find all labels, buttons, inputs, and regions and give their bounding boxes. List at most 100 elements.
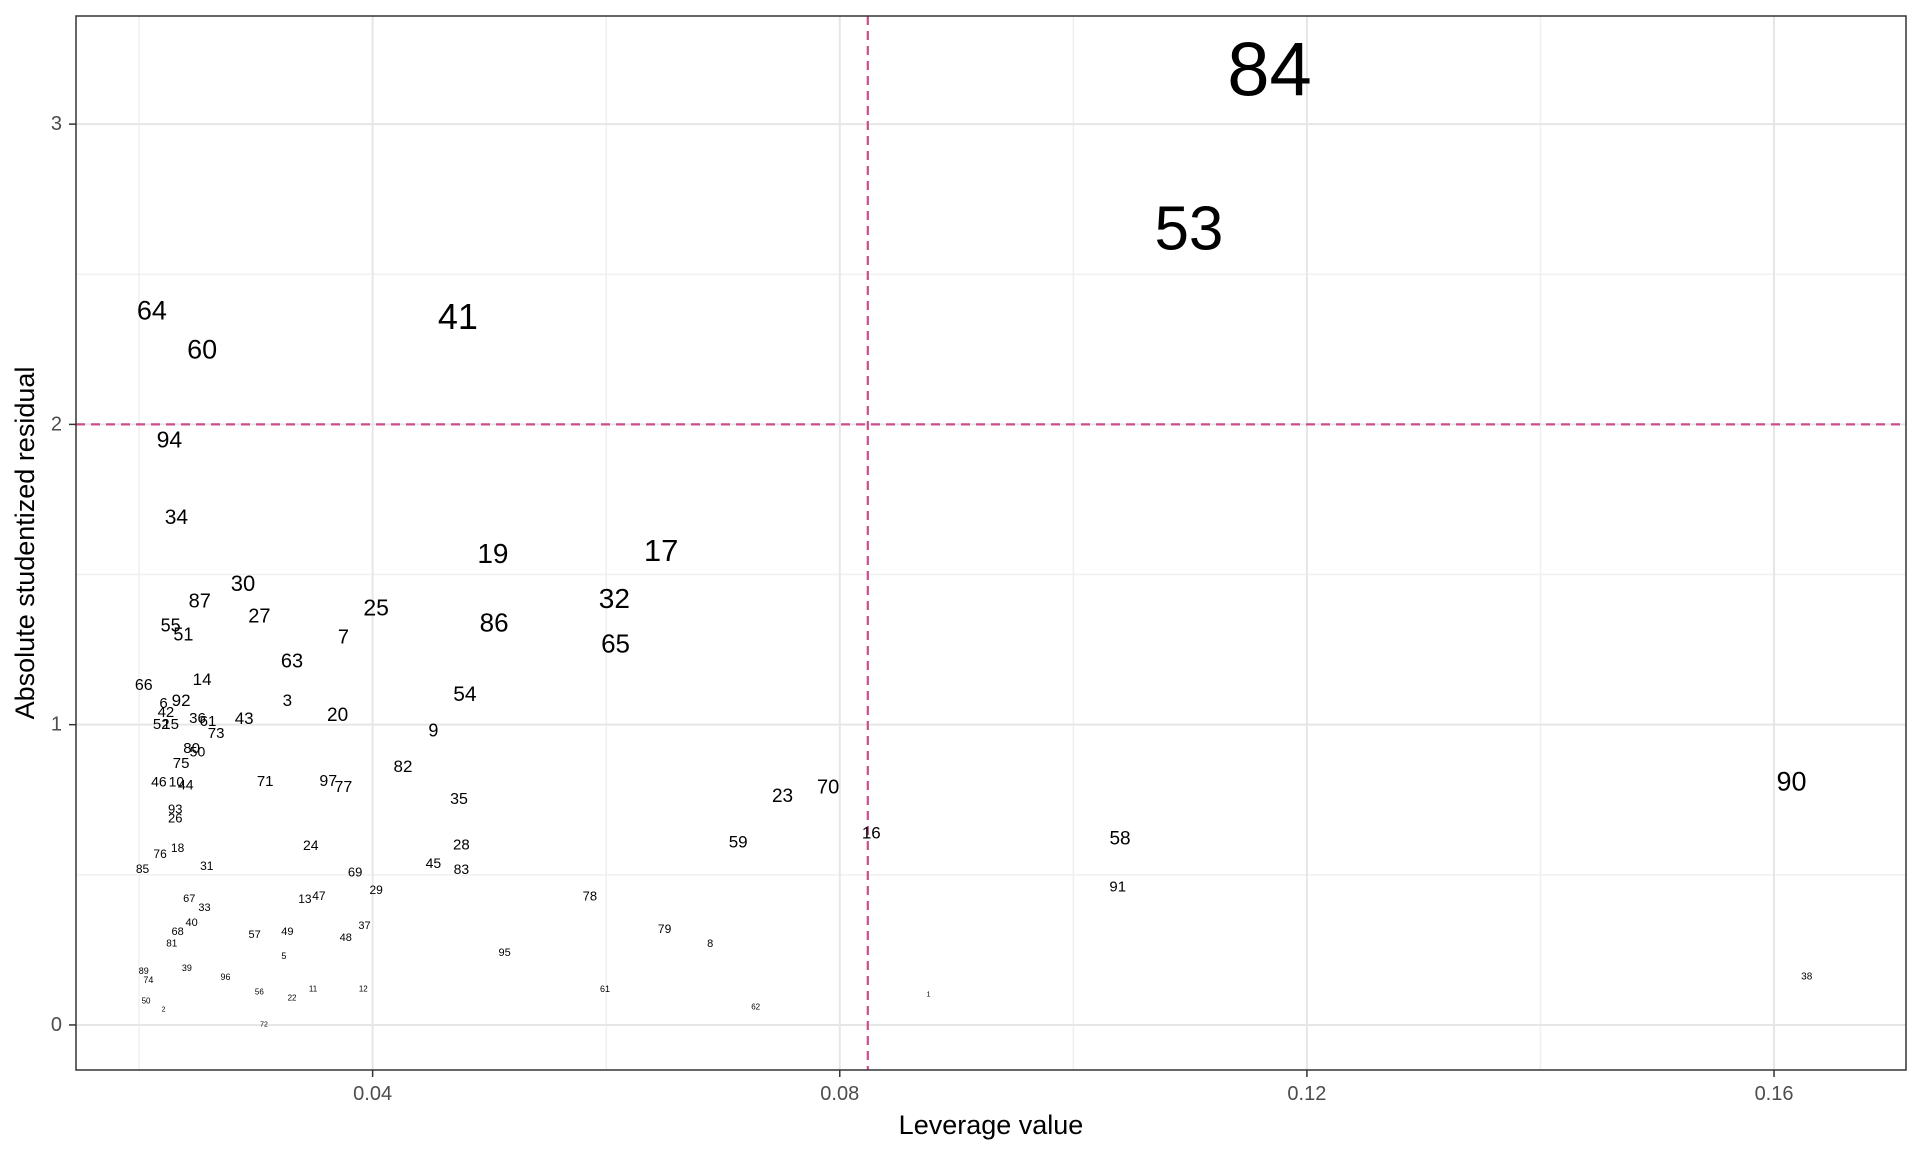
point-label-32: 32 bbox=[599, 583, 630, 614]
point-label-54: 54 bbox=[453, 683, 477, 706]
point-label-67: 67 bbox=[183, 893, 195, 905]
point-label-57: 57 bbox=[249, 929, 261, 941]
point-label-43: 43 bbox=[235, 709, 254, 728]
x-tick-label: 0.16 bbox=[1755, 1083, 1794, 1105]
point-label-74: 74 bbox=[143, 975, 153, 985]
y-axis-title: Absolute studentized residual bbox=[10, 367, 40, 720]
point-label-53: 53 bbox=[1154, 195, 1223, 264]
point-label-37: 37 bbox=[358, 920, 370, 932]
point-label-95: 95 bbox=[498, 947, 510, 959]
point-label-25: 25 bbox=[363, 595, 389, 621]
point-label-10: 10 bbox=[169, 774, 185, 790]
point-label-15: 15 bbox=[162, 716, 179, 733]
point-label-22: 22 bbox=[288, 993, 297, 1002]
x-tick-label: 0.04 bbox=[353, 1083, 392, 1105]
panel-border bbox=[75, 15, 1907, 1071]
point-label-46: 46 bbox=[151, 774, 167, 790]
point-label-49: 49 bbox=[281, 926, 293, 938]
point-label-18: 18 bbox=[171, 841, 185, 855]
point-label-45: 45 bbox=[426, 855, 442, 871]
point-label-28: 28 bbox=[453, 836, 470, 853]
y-axis-ticks: 0 1 2 3 bbox=[51, 113, 76, 1036]
point-label-64: 64 bbox=[137, 295, 167, 325]
point-label-31: 31 bbox=[200, 859, 214, 873]
point-label-39: 39 bbox=[182, 963, 192, 973]
point-label-26: 26 bbox=[168, 810, 182, 825]
point-label-6: 6 bbox=[159, 695, 167, 712]
point-label-3: 3 bbox=[283, 691, 292, 710]
point-label-51: 51 bbox=[173, 625, 193, 645]
point-label-70: 70 bbox=[817, 777, 839, 799]
point-label-77: 77 bbox=[335, 779, 353, 796]
point-label-65: 65 bbox=[601, 629, 630, 659]
x-axis-title: Leverage value bbox=[899, 1110, 1084, 1140]
point-label-36: 36 bbox=[189, 710, 206, 727]
point-label-29: 29 bbox=[369, 883, 383, 897]
point-label-23: 23 bbox=[772, 786, 793, 807]
point-label-69: 69 bbox=[348, 864, 362, 879]
point-label-85: 85 bbox=[136, 862, 150, 876]
point-label-16: 16 bbox=[862, 823, 881, 842]
point-label-55: 55 bbox=[161, 616, 181, 636]
point-label-11: 11 bbox=[309, 984, 318, 993]
x-tick-label: 0.12 bbox=[1287, 1083, 1326, 1105]
point-label-5: 5 bbox=[281, 951, 286, 961]
point-label-52: 52 bbox=[153, 716, 170, 733]
point-label-78: 78 bbox=[583, 888, 597, 903]
y-tick-label: 2 bbox=[51, 413, 62, 435]
point-label-59: 59 bbox=[729, 832, 748, 851]
point-label-71: 71 bbox=[257, 773, 274, 790]
y-tick-label: 0 bbox=[51, 1014, 62, 1036]
point-label-79: 79 bbox=[658, 922, 672, 936]
point-label-58: 58 bbox=[1109, 828, 1130, 849]
point-label-7: 7 bbox=[338, 627, 349, 649]
point-label-38: 38 bbox=[1801, 971, 1813, 982]
point-label-72: 72 bbox=[260, 1021, 268, 1028]
point-label-24: 24 bbox=[303, 837, 319, 853]
point-label-62: 62 bbox=[751, 1002, 760, 1011]
point-label-82: 82 bbox=[394, 757, 413, 776]
y-tick-label: 3 bbox=[51, 113, 62, 135]
point-label-91: 91 bbox=[1109, 878, 1126, 895]
point-label-9: 9 bbox=[428, 721, 438, 741]
point-label-83: 83 bbox=[454, 861, 470, 877]
point-label-13: 13 bbox=[298, 892, 312, 906]
point-label-61: 61 bbox=[200, 713, 217, 730]
y-tick-label: 1 bbox=[51, 714, 62, 736]
point-label-14: 14 bbox=[193, 670, 212, 689]
point-label-80: 80 bbox=[183, 740, 200, 757]
point-label-33: 33 bbox=[198, 902, 210, 914]
point-label-41: 41 bbox=[438, 296, 478, 337]
point-label-12: 12 bbox=[359, 984, 368, 993]
point-label-17: 17 bbox=[644, 533, 678, 568]
point-label-76: 76 bbox=[153, 847, 167, 861]
point-label-42: 42 bbox=[158, 704, 175, 721]
point-label-94: 94 bbox=[157, 426, 183, 452]
point-label-73: 73 bbox=[208, 725, 225, 742]
point-label-75: 75 bbox=[173, 755, 190, 772]
x-axis-ticks: 0.04 0.08 0.12 0.16 bbox=[353, 1070, 1794, 1105]
point-label-97: 97 bbox=[319, 773, 337, 790]
point-label-20: 20 bbox=[327, 705, 348, 726]
point-label-44: 44 bbox=[178, 777, 194, 793]
point-label-93: 93 bbox=[168, 801, 182, 816]
point-label-84: 84 bbox=[1227, 28, 1312, 113]
point-label-47: 47 bbox=[312, 889, 326, 903]
point-label-35: 35 bbox=[450, 791, 468, 808]
point-label-61: 61 bbox=[600, 984, 610, 994]
point-label-50: 50 bbox=[190, 744, 206, 760]
point-label-19: 19 bbox=[477, 538, 508, 569]
point-label-40: 40 bbox=[185, 917, 197, 929]
point-label-90: 90 bbox=[1777, 767, 1807, 797]
point-label-86: 86 bbox=[480, 608, 509, 638]
point-label-81: 81 bbox=[166, 938, 178, 949]
point-label-34: 34 bbox=[165, 506, 189, 529]
point-label-27: 27 bbox=[248, 606, 270, 628]
point-label-87: 87 bbox=[189, 591, 211, 613]
point-label-66: 66 bbox=[135, 677, 153, 694]
point-label-8: 8 bbox=[707, 938, 713, 950]
point-label-60: 60 bbox=[187, 334, 217, 364]
